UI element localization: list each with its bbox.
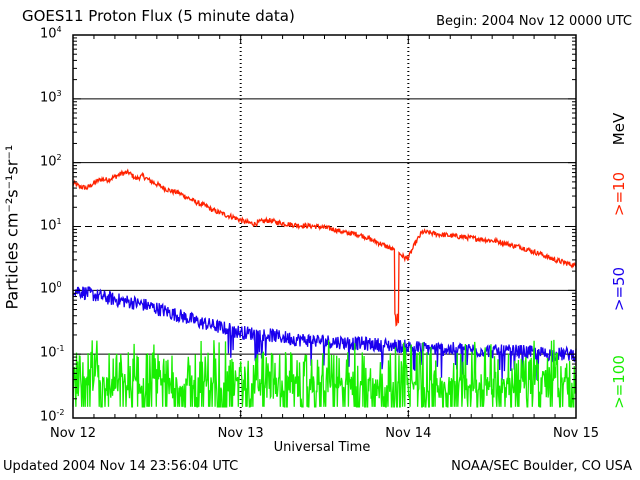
legend-ge10: >=10 <box>610 171 628 217</box>
y-tick-exponent: -2 <box>56 408 65 417</box>
x-tick-label: Nov 14 <box>385 426 432 441</box>
x-tick-label: Nov 12 <box>49 426 97 441</box>
y-tick-label: 101 <box>40 217 62 233</box>
y-tick-base: 10 <box>40 153 57 169</box>
begin-time: Begin: 2004 Nov 12 0000 UTC <box>436 14 632 29</box>
y-tick-label: 100 <box>40 280 62 296</box>
y-tick-base: 10 <box>40 409 57 425</box>
legend-ge100: >=100 <box>610 355 628 409</box>
x-tick-label: Nov 13 <box>217 426 264 441</box>
y-tick-label: 10-2 <box>40 408 65 424</box>
y-tick-base: 10 <box>40 345 57 361</box>
x-axis-label: Universal Time <box>273 440 371 455</box>
y-tick-base: 10 <box>40 217 57 233</box>
legend-unit: MeV <box>610 112 628 146</box>
series-ge50 <box>72 286 577 381</box>
y-tick-exponent: 1 <box>56 216 62 226</box>
y-tick-exponent: 0 <box>56 280 62 290</box>
y-axis-label: Particles cm⁻²s⁻¹sr⁻¹ <box>2 144 22 310</box>
y-tick-label: 10-1 <box>40 344 65 360</box>
y-tick-label: 104 <box>40 25 62 41</box>
y-tick-exponent: 3 <box>56 88 62 98</box>
series-ge10 <box>72 168 577 327</box>
y-tick-label: 103 <box>40 89 62 105</box>
credit-text: NOAA/SEC Boulder, CO USA <box>451 459 632 474</box>
x-tick-label: Nov 15 <box>552 426 600 441</box>
series-layer <box>72 168 577 408</box>
series-ge100 <box>72 339 577 408</box>
y-tick-label: 102 <box>40 153 62 169</box>
legend-ge50: >=50 <box>610 266 628 312</box>
chart-title: GOES11 Proton Flux (5 minute data) <box>22 7 295 25</box>
y-tick-exponent: 4 <box>56 25 62 34</box>
y-tick-base: 10 <box>40 26 57 42</box>
updated-timestamp: Updated 2004 Nov 14 23:56:04 UTC <box>3 459 239 474</box>
y-tick-exponent: 2 <box>56 152 62 162</box>
plot-border <box>72 34 577 419</box>
y-tick-base: 10 <box>40 90 57 106</box>
y-tick-exponent: -1 <box>56 344 65 354</box>
plot-frame <box>72 34 577 419</box>
y-tick-base: 10 <box>40 281 57 297</box>
